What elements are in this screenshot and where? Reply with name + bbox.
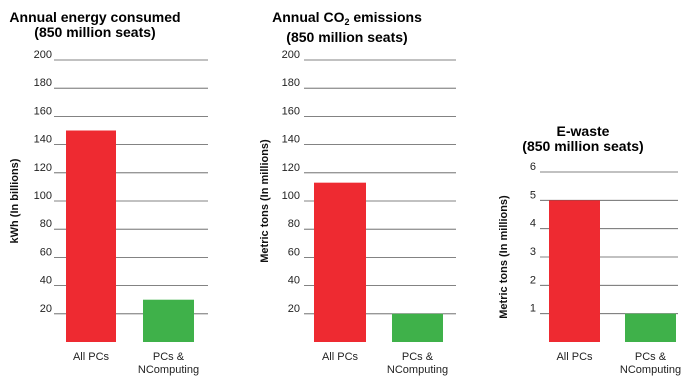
chart-title-co2-line2: (850 million seats): [286, 29, 408, 45]
energy-y-tick-label: 40: [40, 275, 52, 287]
ewaste-bar-all-pcs: [549, 200, 600, 342]
ewaste-y-tick-label: 4: [530, 218, 536, 230]
energy-y-tick-label: 160: [34, 105, 52, 117]
energy-category-label: All PCs: [73, 351, 110, 363]
energy-y-tick-label: 100: [34, 190, 52, 202]
chart-title-energy-line1: Annual energy consumed: [9, 9, 181, 25]
energy-category-label: PCs & NComputing: [138, 351, 199, 376]
ewaste-category-label: PCs & NComputing: [620, 351, 681, 376]
co2-y-tick-label: 80: [288, 218, 300, 230]
ewaste-category-label: All PCs: [556, 351, 593, 363]
ewaste-y-tick-label: 6: [530, 161, 536, 173]
chart-title-co2: Annual CO2 emissions (850 million seats): [258, 10, 436, 45]
ewaste-y-tick-label: 2: [530, 274, 536, 286]
title-co2-suffix: emissions: [349, 9, 422, 25]
chart-title-co2-line1: Annual CO2 emissions: [258, 10, 436, 30]
co2-bar-all-pcs: [314, 182, 366, 342]
ewaste-y-tick-label: 3: [530, 246, 536, 258]
energy-y-tick-label: 120: [34, 162, 52, 174]
chart-title-ewaste-line1: E-waste: [556, 123, 610, 139]
energy-y-tick-label: 200: [34, 49, 52, 61]
energy-y-tick-label: 140: [34, 134, 52, 146]
energy-y-tick-label: 80: [40, 218, 52, 230]
energy-y-tick-label: 180: [34, 77, 52, 89]
co2-y-tick-label: 120: [282, 162, 300, 174]
ewaste-y-tick-label: 1: [530, 303, 536, 315]
co2-y-tick-label: 160: [282, 105, 300, 117]
chart-title-energy: Annual energy consumed (850 million seat…: [6, 10, 184, 40]
co2-y-tick-label: 200: [282, 49, 300, 61]
title-co2-subscript: 2: [344, 17, 350, 27]
ewaste-bar-ncomputing: [625, 313, 676, 342]
energy-bar-ncomputing: [143, 299, 194, 342]
chart-title-ewaste: E-waste (850 million seats): [502, 124, 664, 154]
co2-y-axis-label: Metric tons (In millions): [259, 139, 271, 263]
ewaste-y-axis-label: Metric tons (In millions): [498, 195, 510, 319]
co2-category-label: PCs & NComputing: [387, 351, 448, 376]
co2-bar-ncomputing: [392, 313, 443, 342]
energy-y-axis-label: kWh (In billions): [9, 158, 21, 243]
co2-category-label: All PCs: [322, 351, 359, 363]
co2-y-tick-label: 140: [282, 134, 300, 146]
energy-y-tick-label: 20: [40, 303, 52, 315]
title-co2-prefix: Annual CO: [272, 9, 345, 25]
co2-y-tick-label: 60: [288, 246, 300, 258]
ewaste-y-tick-label: 5: [530, 189, 536, 201]
co2-y-tick-label: 180: [282, 77, 300, 89]
energy-y-tick-label: 60: [40, 246, 52, 258]
energy-bar-all-pcs: [66, 130, 116, 342]
chart-title-ewaste-line2: (850 million seats): [522, 138, 644, 154]
chart-title-energy-line2: (850 million seats): [34, 24, 156, 40]
co2-y-tick-label: 20: [288, 303, 300, 315]
co2-y-tick-label: 100: [282, 190, 300, 202]
co2-y-tick-label: 40: [288, 275, 300, 287]
